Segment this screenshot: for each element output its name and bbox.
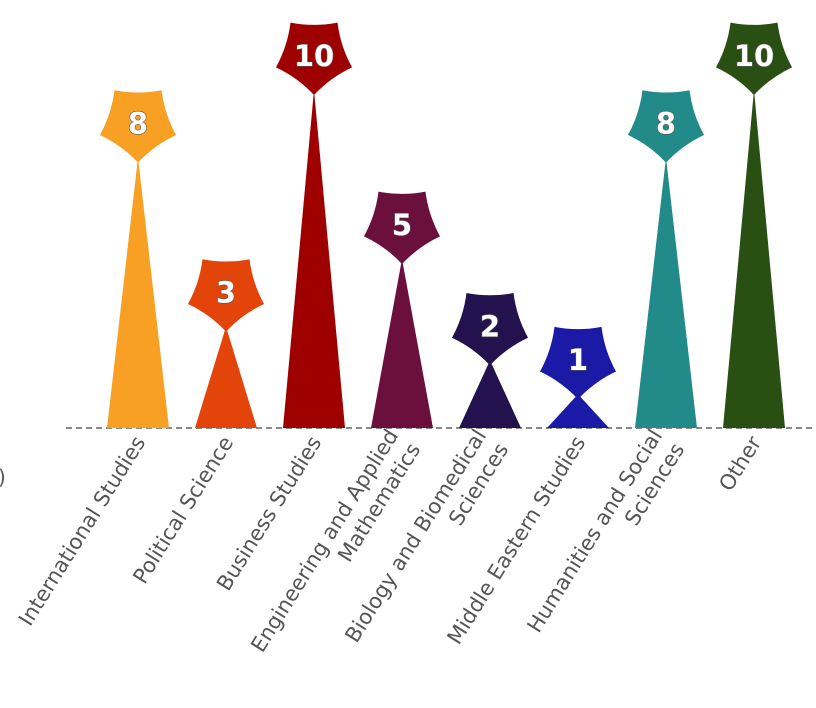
- bar-3: [371, 259, 433, 428]
- category-label-0: International Studies: [14, 432, 150, 630]
- value-badge-3: [363, 191, 441, 264]
- value-badge-2: [275, 22, 353, 95]
- data-label-5: 1: [568, 343, 588, 377]
- bar-7: [723, 90, 785, 428]
- category-label-1: Political Science: [128, 432, 238, 588]
- left-edge-label-fragment: ): [0, 465, 6, 489]
- bar-0: [107, 157, 169, 428]
- data-label-6: 8: [656, 107, 676, 141]
- value-badge-1: [187, 259, 265, 332]
- value-badge-6: [627, 90, 705, 163]
- value-badges: 8 3 10 5 2 1 8 10: [99, 22, 793, 400]
- value-badge-4: [451, 293, 529, 366]
- data-label-4: 2: [480, 309, 500, 343]
- value-badge-5: [539, 326, 617, 400]
- bar-2: [283, 90, 345, 428]
- data-label-7: 10: [734, 39, 774, 73]
- data-label-1: 3: [216, 276, 236, 310]
- bar-1: [195, 326, 257, 428]
- category-label-6: Humanities and SocialSciences: [523, 425, 690, 650]
- data-label-2: 10: [294, 39, 334, 73]
- bar-6: [635, 157, 697, 428]
- data-label-0: 8: [128, 107, 148, 141]
- bars: [107, 90, 785, 428]
- value-badge-0: [99, 90, 177, 163]
- value-badge-7: [715, 22, 793, 95]
- data-label-3: 5: [392, 208, 412, 242]
- category-label-7: Other: [714, 432, 766, 496]
- bar-4: [459, 360, 521, 428]
- bar-5: [547, 394, 609, 428]
